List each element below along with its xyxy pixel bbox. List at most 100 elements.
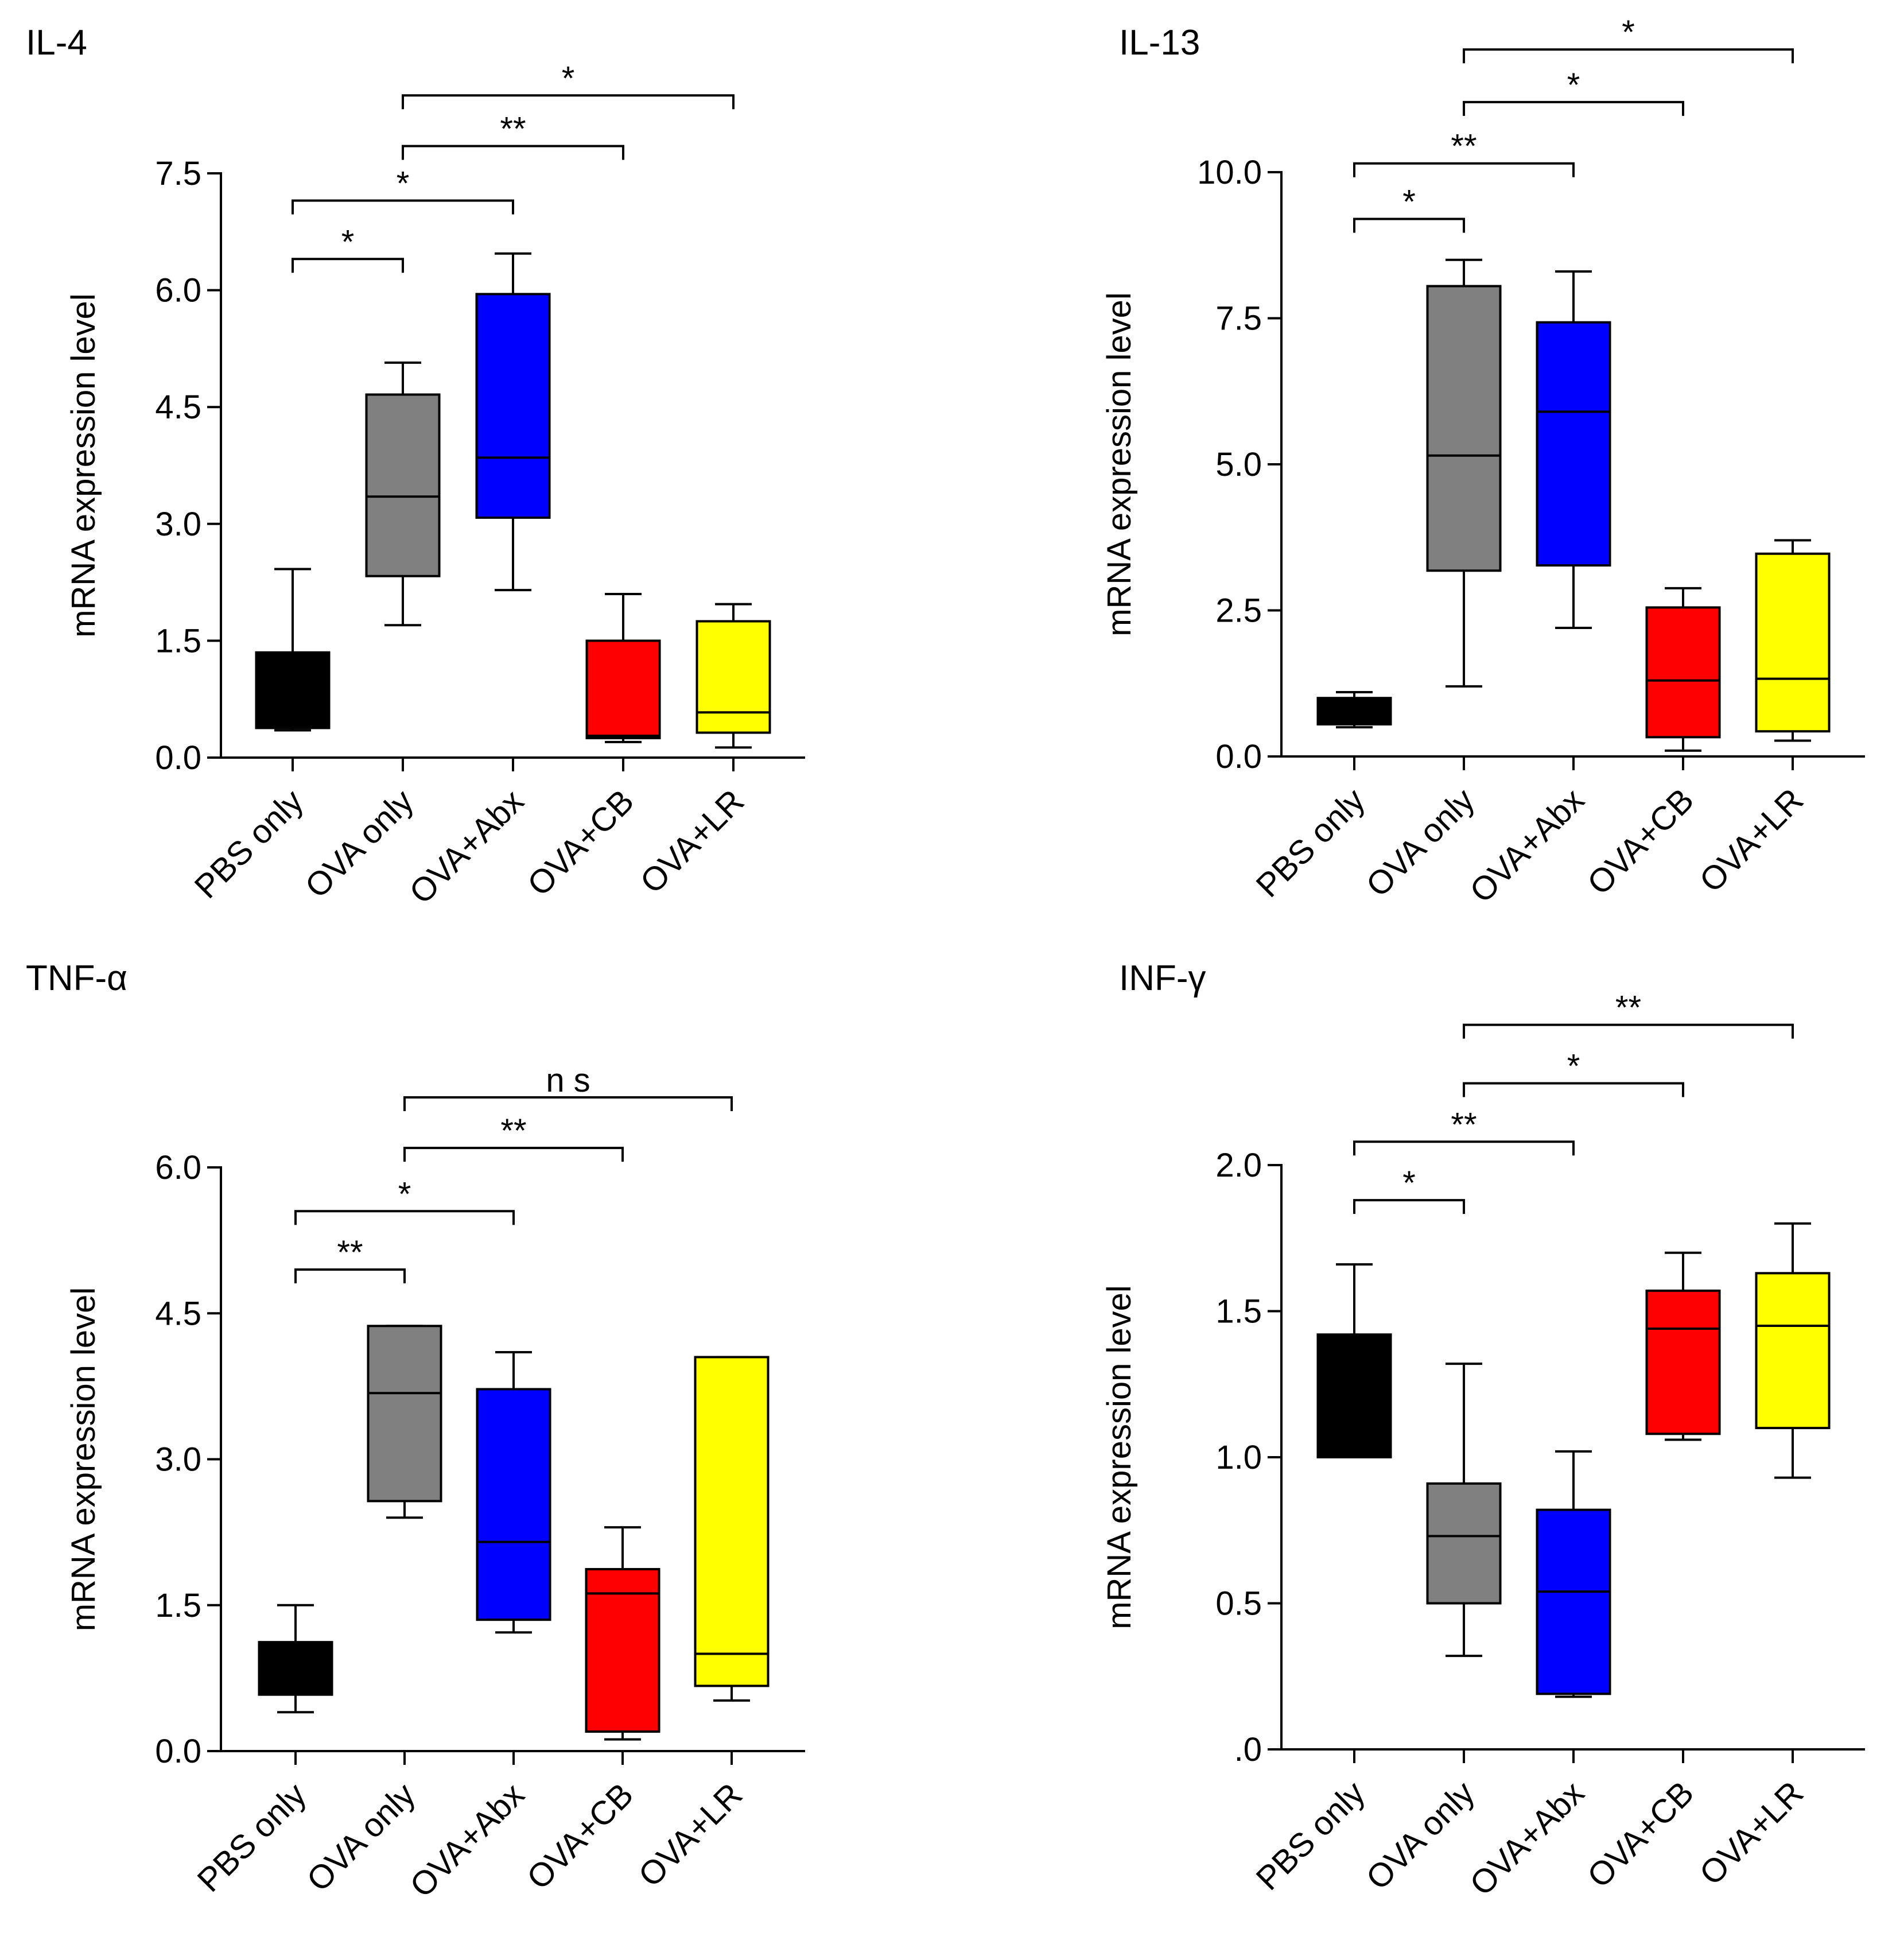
y-tick-label: 3.0 <box>155 506 201 543</box>
box-0 <box>1316 1263 1392 1458</box>
bracket-line <box>1463 1082 1684 1097</box>
y-tick-label: 10.0 <box>1197 154 1262 191</box>
chart-title: IL-13 <box>1119 23 1200 63</box>
y-tick-label: 0.0 <box>1215 738 1262 775</box>
box-1 <box>365 361 441 627</box>
significance-label: * <box>397 165 410 203</box>
significance-label: * <box>341 223 355 261</box>
box-3 <box>585 592 661 743</box>
significance-label: * <box>1622 14 1635 51</box>
significance-label: n s <box>546 1062 590 1099</box>
significance-label: ** <box>500 1112 526 1150</box>
significance-label: * <box>1567 1047 1580 1085</box>
significance-bracket: * <box>292 223 404 273</box>
significance-bracket: * <box>1353 183 1465 233</box>
x-tick-label: OVA+LR <box>1692 1774 1810 1892</box>
y-tick-label: 1.5 <box>155 1587 201 1624</box>
chart-panel-2: TNF-α mRNA expression level 0.0 1.5 3.0 4.5 6.… <box>26 958 805 1904</box>
box-body <box>255 651 331 729</box>
bracket-line <box>1353 162 1575 177</box>
bracket-line <box>1463 48 1794 64</box>
x-tick-label: OVA+CB <box>1580 1774 1701 1895</box>
significance-bracket: * <box>1463 67 1684 116</box>
box-body <box>1536 321 1611 567</box>
x-tick-label: OVA+Abx <box>403 1776 531 1904</box>
significance-bracket: * <box>1463 14 1794 64</box>
significance-label: * <box>1567 67 1580 104</box>
y-tick-label: 0.5 <box>1215 1585 1262 1623</box>
chart-title: TNF-α <box>26 958 127 998</box>
y-tick-label: 1.0 <box>1215 1439 1262 1476</box>
box-3 <box>585 1526 660 1741</box>
box-4 <box>694 1356 770 1702</box>
x-tick-label: OVA+LR <box>1692 781 1810 899</box>
y-tick-label: 1.5 <box>155 622 201 659</box>
x-tick-label: OVA+CB <box>520 1776 640 1896</box>
x-tick-label: OVA only <box>298 782 421 905</box>
bracket-line <box>1353 1140 1575 1156</box>
x-tick-label: OVA+LR <box>631 1776 749 1894</box>
box-body <box>585 1568 660 1733</box>
y-tick-label: 6.0 <box>155 1149 201 1186</box>
box-body <box>1426 1482 1502 1605</box>
x-tick-label: OVA+Abx <box>1463 781 1591 910</box>
bracket-line <box>294 1268 406 1283</box>
x-tick-label: OVA+Abx <box>402 782 531 911</box>
significance-label: * <box>1402 183 1416 220</box>
y-tick-label: 2.5 <box>1215 592 1262 630</box>
bracket-line <box>403 1147 624 1162</box>
box-0 <box>255 568 331 732</box>
x-tick-label: OVA+Abx <box>1463 1774 1591 1903</box>
box-body <box>1316 697 1392 726</box>
bracket-line <box>1463 100 1684 116</box>
y-tick-label: 6.0 <box>155 272 201 309</box>
bracket-line <box>1463 1023 1794 1039</box>
box-0 <box>1316 691 1392 729</box>
significance-bracket: ** <box>294 1234 406 1283</box>
y-tick-label: 3.0 <box>155 1441 201 1478</box>
x-tick-label: PBS only <box>191 1776 314 1899</box>
box-body <box>475 293 551 519</box>
significance-label: ** <box>1451 128 1477 165</box>
box-0 <box>258 1604 333 1714</box>
significance-bracket: * <box>402 60 735 110</box>
bracket-line <box>1353 1199 1465 1214</box>
box-body <box>1536 1508 1611 1695</box>
y-tick-label: 7.5 <box>1215 300 1262 337</box>
significance-bracket: ** <box>1463 989 1794 1039</box>
significance-label: * <box>1402 1165 1416 1202</box>
significance-bracket: n s <box>403 1062 733 1111</box>
significance-label: ** <box>500 110 526 148</box>
y-tick-label: 0.0 <box>155 1733 201 1770</box>
box-1 <box>1426 1363 1502 1658</box>
significance-bracket: * <box>1463 1047 1684 1097</box>
bracket-line <box>292 199 514 215</box>
bracket-line <box>402 145 624 160</box>
x-tick-label: OVA+CB <box>520 782 641 903</box>
significance-label: ** <box>1615 989 1641 1027</box>
box-body <box>1426 285 1502 572</box>
box-4 <box>1755 539 1831 742</box>
box-body <box>1645 606 1721 739</box>
significance-label: ** <box>1451 1106 1477 1143</box>
chart-title: INF-γ <box>1119 958 1206 998</box>
y-tick-label: 7.5 <box>155 155 201 192</box>
box-2 <box>1536 270 1611 630</box>
box-2 <box>475 252 551 592</box>
box-body <box>1316 1333 1392 1458</box>
box-1 <box>1426 258 1502 688</box>
box-4 <box>695 603 771 749</box>
significance-label: ** <box>337 1234 363 1271</box>
x-tick-label: OVA only <box>1359 1774 1482 1897</box>
box-body <box>695 620 771 734</box>
bracket-line <box>292 258 404 273</box>
chart-panel-1: IL-13 mRNA expression level 0.0 2.5 5.0 7.5 10… <box>1101 14 1865 910</box>
y-tick-label: 4.5 <box>155 389 201 426</box>
significance-label: * <box>562 60 575 97</box>
significance-bracket: * <box>292 165 514 215</box>
box-body <box>476 1388 551 1621</box>
box-body <box>1755 552 1831 733</box>
chart-panel-3: INF-γ mRNA expression level .0 0.5 1.0 1.5 2.0… <box>1101 958 1865 1903</box>
box-1 <box>367 1325 442 1519</box>
box-3 <box>1645 1251 1721 1441</box>
